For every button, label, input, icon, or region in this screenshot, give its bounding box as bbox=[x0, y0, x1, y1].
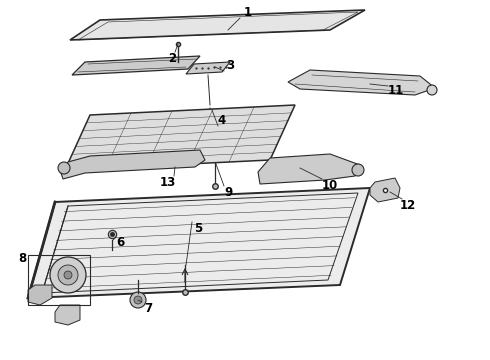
Polygon shape bbox=[258, 154, 360, 184]
Polygon shape bbox=[28, 285, 52, 305]
Text: 3: 3 bbox=[226, 59, 234, 72]
Text: 9: 9 bbox=[224, 185, 232, 198]
Text: 12: 12 bbox=[400, 198, 416, 212]
Bar bbox=[28, 255, 90, 305]
Text: 7: 7 bbox=[144, 302, 152, 315]
Circle shape bbox=[134, 296, 142, 304]
Text: 13: 13 bbox=[160, 176, 176, 189]
Text: 4: 4 bbox=[218, 113, 226, 126]
Text: 11: 11 bbox=[388, 84, 404, 96]
Circle shape bbox=[58, 162, 70, 174]
Text: 10: 10 bbox=[322, 179, 338, 192]
Circle shape bbox=[50, 257, 86, 293]
Text: 8: 8 bbox=[18, 252, 26, 265]
Polygon shape bbox=[28, 188, 370, 298]
Circle shape bbox=[58, 265, 78, 285]
Polygon shape bbox=[65, 105, 295, 170]
Text: 2: 2 bbox=[168, 51, 176, 64]
Polygon shape bbox=[55, 305, 80, 325]
Polygon shape bbox=[288, 70, 435, 95]
Text: 6: 6 bbox=[116, 237, 124, 249]
Polygon shape bbox=[186, 62, 230, 74]
Polygon shape bbox=[370, 178, 400, 202]
Polygon shape bbox=[70, 10, 365, 40]
Text: 1: 1 bbox=[244, 5, 252, 18]
Circle shape bbox=[352, 164, 364, 176]
Circle shape bbox=[130, 292, 146, 308]
Text: 5: 5 bbox=[194, 221, 202, 234]
Circle shape bbox=[64, 271, 72, 279]
Polygon shape bbox=[72, 56, 200, 75]
Polygon shape bbox=[60, 150, 205, 179]
Circle shape bbox=[427, 85, 437, 95]
